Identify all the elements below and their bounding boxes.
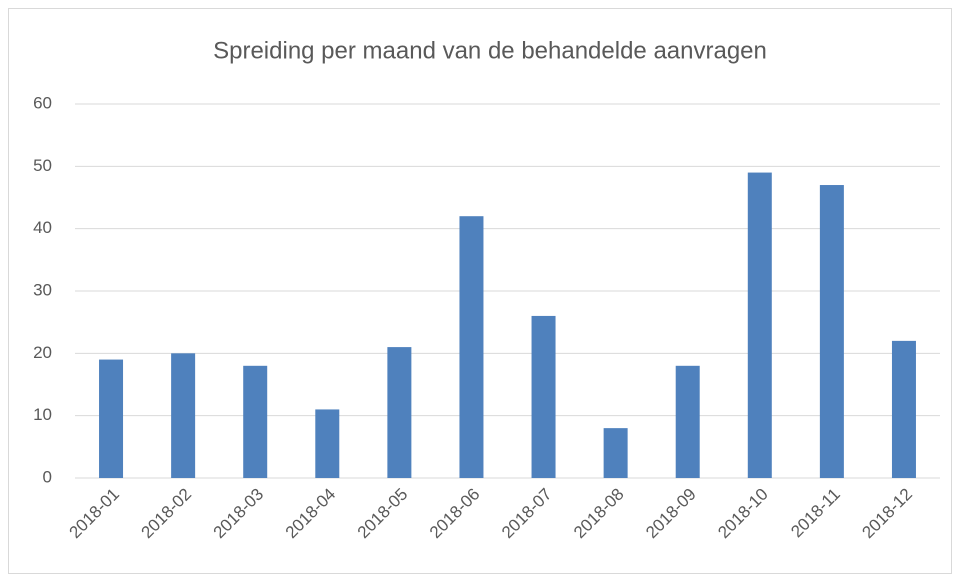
bar: [675, 365, 700, 478]
bar: [315, 409, 340, 478]
y-tick-label: 60: [33, 93, 52, 112]
bar: [603, 428, 628, 478]
bar: [459, 216, 484, 478]
bar: [99, 359, 124, 478]
bar: [387, 347, 412, 478]
y-tick-label: 20: [33, 343, 52, 362]
y-tick-label: 40: [33, 218, 52, 237]
bar: [531, 315, 556, 478]
y-tick-label: 10: [33, 405, 52, 424]
bar: [819, 185, 844, 479]
chart-title: Spreiding per maand van de behandelde aa…: [213, 37, 767, 64]
y-tick-label: 0: [43, 467, 52, 486]
bar: [171, 353, 196, 478]
y-tick-label: 50: [33, 156, 52, 175]
y-tick-label: 30: [33, 280, 52, 299]
bar: [243, 365, 268, 478]
bar: [747, 172, 772, 479]
bar: [891, 340, 916, 478]
